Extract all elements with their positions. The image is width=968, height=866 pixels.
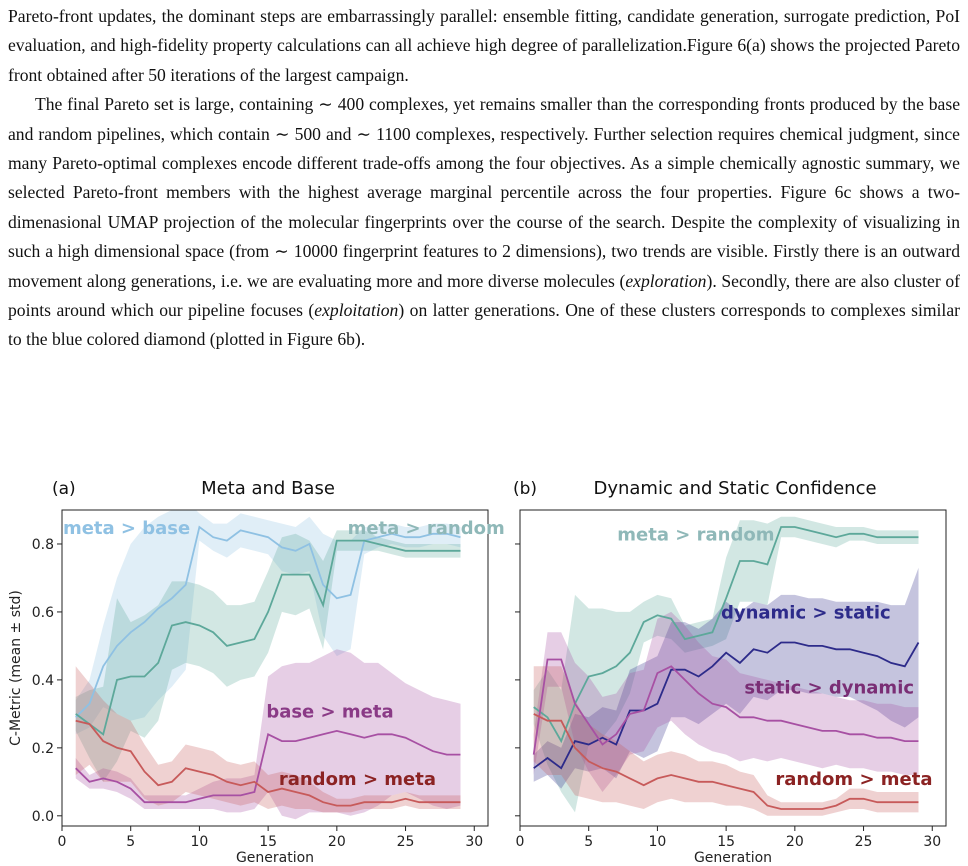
y-tick-label: 0.6 (32, 605, 54, 621)
text-run: ). Secondly, there are also cluster of p… (8, 270, 961, 321)
x-tick-label: 30 (465, 834, 483, 850)
text-run: exploitation (314, 300, 399, 321)
series-annotation: static > dynamic (744, 677, 914, 698)
x-tick-label: 5 (126, 834, 135, 850)
x-tick-label: 0 (58, 834, 67, 850)
series-line-0 (533, 526, 919, 744)
plot-area (532, 516, 920, 816)
series-annotation: random > meta (775, 769, 932, 790)
panel-label: (a) (52, 479, 76, 499)
text-run: exploration (625, 270, 707, 291)
series-annotation: meta > random (348, 518, 505, 539)
series-line-1 (533, 641, 920, 770)
series-line-1 (75, 539, 461, 736)
series-annotation: base > meta (266, 701, 393, 722)
chart-title: Dynamic and Static Confidence (593, 478, 876, 499)
panel-b: (b) Dynamic and Static Confidence 0 5 10 15 20… (513, 478, 947, 866)
series-annotation: random > meta (279, 769, 436, 790)
figure-svg: (a) Meta and Base 0 5 10 15 20 25 30 0.0 0.2 0.4 0.6… (8, 478, 947, 866)
chart-title: Meta and Base (201, 478, 335, 499)
paragraph-1: Pareto-front updates, the dominant steps… (8, 2, 960, 90)
body-text: Pareto-front updates, the dominant steps… (8, 2, 960, 355)
x-tick-label: 20 (786, 834, 804, 850)
plot-frame (61, 509, 489, 827)
series-line-2 (532, 658, 919, 755)
std-band-1 (533, 567, 919, 789)
plot-frame (519, 509, 947, 827)
x-tick-label: 10 (191, 834, 209, 850)
text-run: Pareto-front updates, the dominant steps… (8, 6, 960, 85)
std-band-0 (533, 516, 919, 813)
x-tick-label: 25 (855, 834, 873, 850)
x-tick-label: 30 (923, 834, 941, 850)
x-tick-label: 5 (584, 834, 593, 850)
paragraph-2: The final Pareto set is large, containin… (8, 90, 960, 355)
text-run: The final Pareto set is large, containin… (8, 94, 960, 291)
plot-area (75, 510, 461, 820)
y-axis-label: C-Metric (mean ± std) (8, 590, 24, 746)
std-band-0 (75, 510, 461, 735)
series-line-0 (75, 525, 461, 718)
series-line-2 (75, 729, 461, 804)
x-tick-label: 15 (717, 834, 735, 850)
std-band-1 (75, 530, 461, 782)
panel-a: (a) Meta and Base 0 5 10 15 20 25 30 0.0 0.2 0.4 0.6… (8, 478, 505, 866)
y-tick-label: 0.2 (32, 741, 54, 757)
x-tick-label: 0 (516, 834, 525, 850)
panel-label: (b) (513, 479, 537, 499)
y-tick-label: 0.4 (32, 673, 54, 689)
series-annotation: dynamic > static (721, 603, 891, 624)
series-annotation: meta > random (617, 525, 774, 546)
x-tick-label: 20 (328, 834, 346, 850)
x-tick-label: 10 (649, 834, 667, 850)
series-annotation: meta > base (63, 518, 190, 539)
text-run: ) on latter generations. One of these cl… (8, 300, 960, 350)
y-tick-label: 0.8 (32, 537, 54, 553)
x-tick-label: 25 (397, 834, 415, 850)
std-band-3 (75, 666, 461, 813)
x-axis-label: Generation (236, 850, 314, 866)
figure-6: (a) Meta and Base 0 5 10 15 20 25 30 0.0 0.2 0.4 0.6… (0, 470, 968, 866)
series-line-3 (75, 719, 461, 807)
series-line-3 (533, 713, 919, 810)
x-axis-label: Generation (694, 850, 772, 866)
std-band-2 (533, 611, 919, 792)
y-tick-label: 0.0 (32, 809, 54, 825)
x-tick-label: 15 (259, 834, 277, 850)
